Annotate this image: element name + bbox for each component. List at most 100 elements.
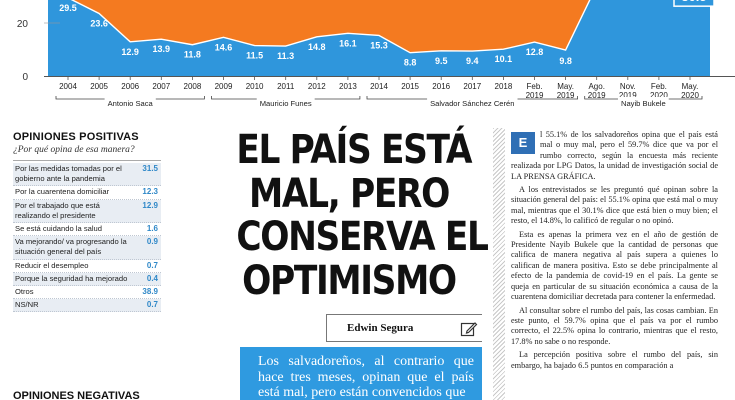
x-tick-label: 2007 (152, 82, 170, 91)
x-tick-label: 2004 (59, 82, 77, 91)
opinion-label: Se está cuidando la salud (15, 224, 102, 234)
x-tick-label: Ago. (588, 82, 604, 91)
president-label: Antonio Saca (108, 99, 154, 108)
opinion-label: NS/NR (15, 300, 39, 310)
headline-line: CONSERVA EL (236, 214, 489, 260)
x-tick-label: 2010 (246, 82, 264, 91)
opinions-table: Por las medidas tomadas por el gobierno … (13, 163, 161, 313)
opinion-label: Por la cuarentena domiciliar (15, 187, 110, 197)
x-tick-label: 2015 (401, 82, 419, 91)
x-tick-label: Nov. (620, 82, 636, 91)
opinion-row: Por la cuarentena domiciliar 12.3 (13, 186, 161, 200)
x-tick-label: 2017 (463, 82, 481, 91)
x-tick-label: 2020 (681, 91, 699, 100)
x-tick-label: 2016 (432, 82, 450, 91)
headline-line: MAL, PERO (249, 170, 450, 217)
x-tick-label: May. (557, 82, 574, 91)
headline-line: EL PAÍS ESTÁ (236, 127, 472, 173)
value-label: 9.5 (435, 56, 448, 66)
x-tick-label: 2006 (121, 82, 139, 91)
opinion-label: Por el trabajado que está realizando el … (15, 200, 100, 220)
x-tick-label: Feb. (526, 82, 542, 91)
x-tick-label: 2018 (495, 82, 513, 91)
x-tick-label: 2008 (184, 82, 202, 91)
value-label: 9.4 (466, 56, 479, 66)
opinion-value: 12.9 (142, 200, 158, 210)
x-tick-label: 2019 (557, 91, 575, 100)
president-label: Mauricio Funes (260, 99, 312, 108)
sidebar-divider (13, 160, 161, 161)
opinion-row: Por las medidas tomadas por el gobierno … (13, 163, 161, 187)
value-label: 8.8 (404, 58, 417, 68)
value-label: 13.9 (153, 44, 171, 54)
president-label: Nayib Bukele (621, 99, 666, 108)
x-tick-label: 2014 (370, 82, 388, 91)
opinion-value: 31.5 (142, 164, 158, 173)
value-label: 15.3 (370, 40, 388, 50)
value-label: 11.5 (246, 51, 263, 61)
last-value-badge (673, 0, 715, 7)
opinion-value: 12.3 (142, 187, 158, 197)
x-tick-label: 2019 (619, 91, 637, 100)
value-label: 14.6 (215, 42, 233, 52)
value-label: 9.8 (559, 56, 572, 66)
value-label: 10.1 (495, 54, 513, 64)
president-label-bg (617, 97, 669, 108)
value-label: 30.5 (681, 0, 706, 4)
x-tick-label: Feb. (651, 82, 667, 91)
hatched-divider (493, 128, 505, 400)
president-label-bg (256, 97, 315, 108)
y-tick-label: 20 (17, 19, 29, 30)
x-tick-label: 2020 (650, 91, 668, 100)
president-label-bg (427, 97, 518, 108)
sidebar-subtitle: ¿Por qué opina de esa manera? (13, 145, 135, 155)
headline: EL PAÍS ESTÁ MAL, PERO CONSERVA EL OPTIM… (236, 127, 489, 304)
opinion-label: Otros (15, 287, 34, 297)
lead-paragraph: Los salvadoreños, al contrario que hace … (240, 347, 482, 400)
opinion-row: Va mejorando/ va progresando la situació… (13, 236, 161, 260)
x-tick-label: 2005 (90, 82, 108, 91)
opinion-value: 38.9 (142, 287, 158, 297)
opinion-row: Por el trabajado que está realizando el … (13, 199, 161, 224)
x-tick-label: 2011 (277, 82, 295, 91)
president-label-bg (104, 97, 156, 108)
x-tick-label: 2019 (588, 91, 606, 100)
author-name: Edwin Segura (347, 322, 414, 334)
positive-opinions-box: OPINIONES POSITIVAS ¿Por qué opina de es… (13, 131, 161, 313)
x-tick-label: 2009 (215, 82, 233, 91)
opinion-value: 0.7 (146, 260, 158, 270)
x-tick-label: May. (682, 82, 699, 91)
body-paragraph: Al consultar sobre el rumbo del país, la… (511, 305, 718, 346)
negative-opinions-title: OPINIONES NEGATIVAS (13, 390, 140, 400)
x-tick-label: 2013 (339, 82, 357, 91)
body-paragraph: A los entrevistados se les preguntó qué … (511, 185, 718, 226)
opinion-row: Otros 38.9 (13, 286, 161, 300)
drop-cap: E (511, 132, 535, 154)
value-label: 16.1 (339, 38, 357, 48)
headline-line: OPTIMISMO (242, 257, 457, 304)
body-paragraph: Esta es apenas la primera vez en el año … (511, 229, 718, 302)
opinion-row: Porque la seguridad ha mejorado 0.4 (13, 272, 161, 287)
opinion-value: 0.7 (146, 300, 158, 310)
y-tick-label: 0 (22, 72, 28, 83)
opinion-row: Se está cuidando la salud 1.6 (13, 223, 161, 237)
x-tick-label: 2019 (526, 91, 544, 100)
value-label: 14.8 (308, 42, 326, 52)
body-paragraph: La percepción positiva sobre el rumbo de… (511, 350, 718, 370)
opinion-value: 0.9 (146, 237, 158, 247)
opinion-row: NS/NR 0.7 (13, 299, 161, 313)
opinion-value: 1.6 (146, 224, 158, 234)
opinion-label: Por las medidas tomadas por el gobierno … (15, 164, 122, 184)
opinion-trend-chart: 20 0 29.5 23.6 12.9 13.9 11.8 14.6 11.5 11.3 14.8 1… (0, 0, 735, 115)
sidebar-title: OPINIONES POSITIVAS (13, 131, 139, 143)
opinion-value: 0.4 (146, 273, 158, 283)
opinion-label: Va mejorando/ va progresando la situació… (15, 237, 127, 257)
value-label: 11.8 (184, 50, 201, 60)
opinion-label: Reducir el desempleo (15, 260, 89, 270)
x-tick-label: 2012 (308, 82, 326, 91)
opinion-label: Porque la seguridad ha mejorado (15, 273, 128, 283)
area-chart-svg: 20 0 29.5 23.6 12.9 13.9 11.8 14.6 11.5 11.3 14.8 1… (17, 0, 735, 108)
value-label: 23.6 (90, 18, 108, 28)
